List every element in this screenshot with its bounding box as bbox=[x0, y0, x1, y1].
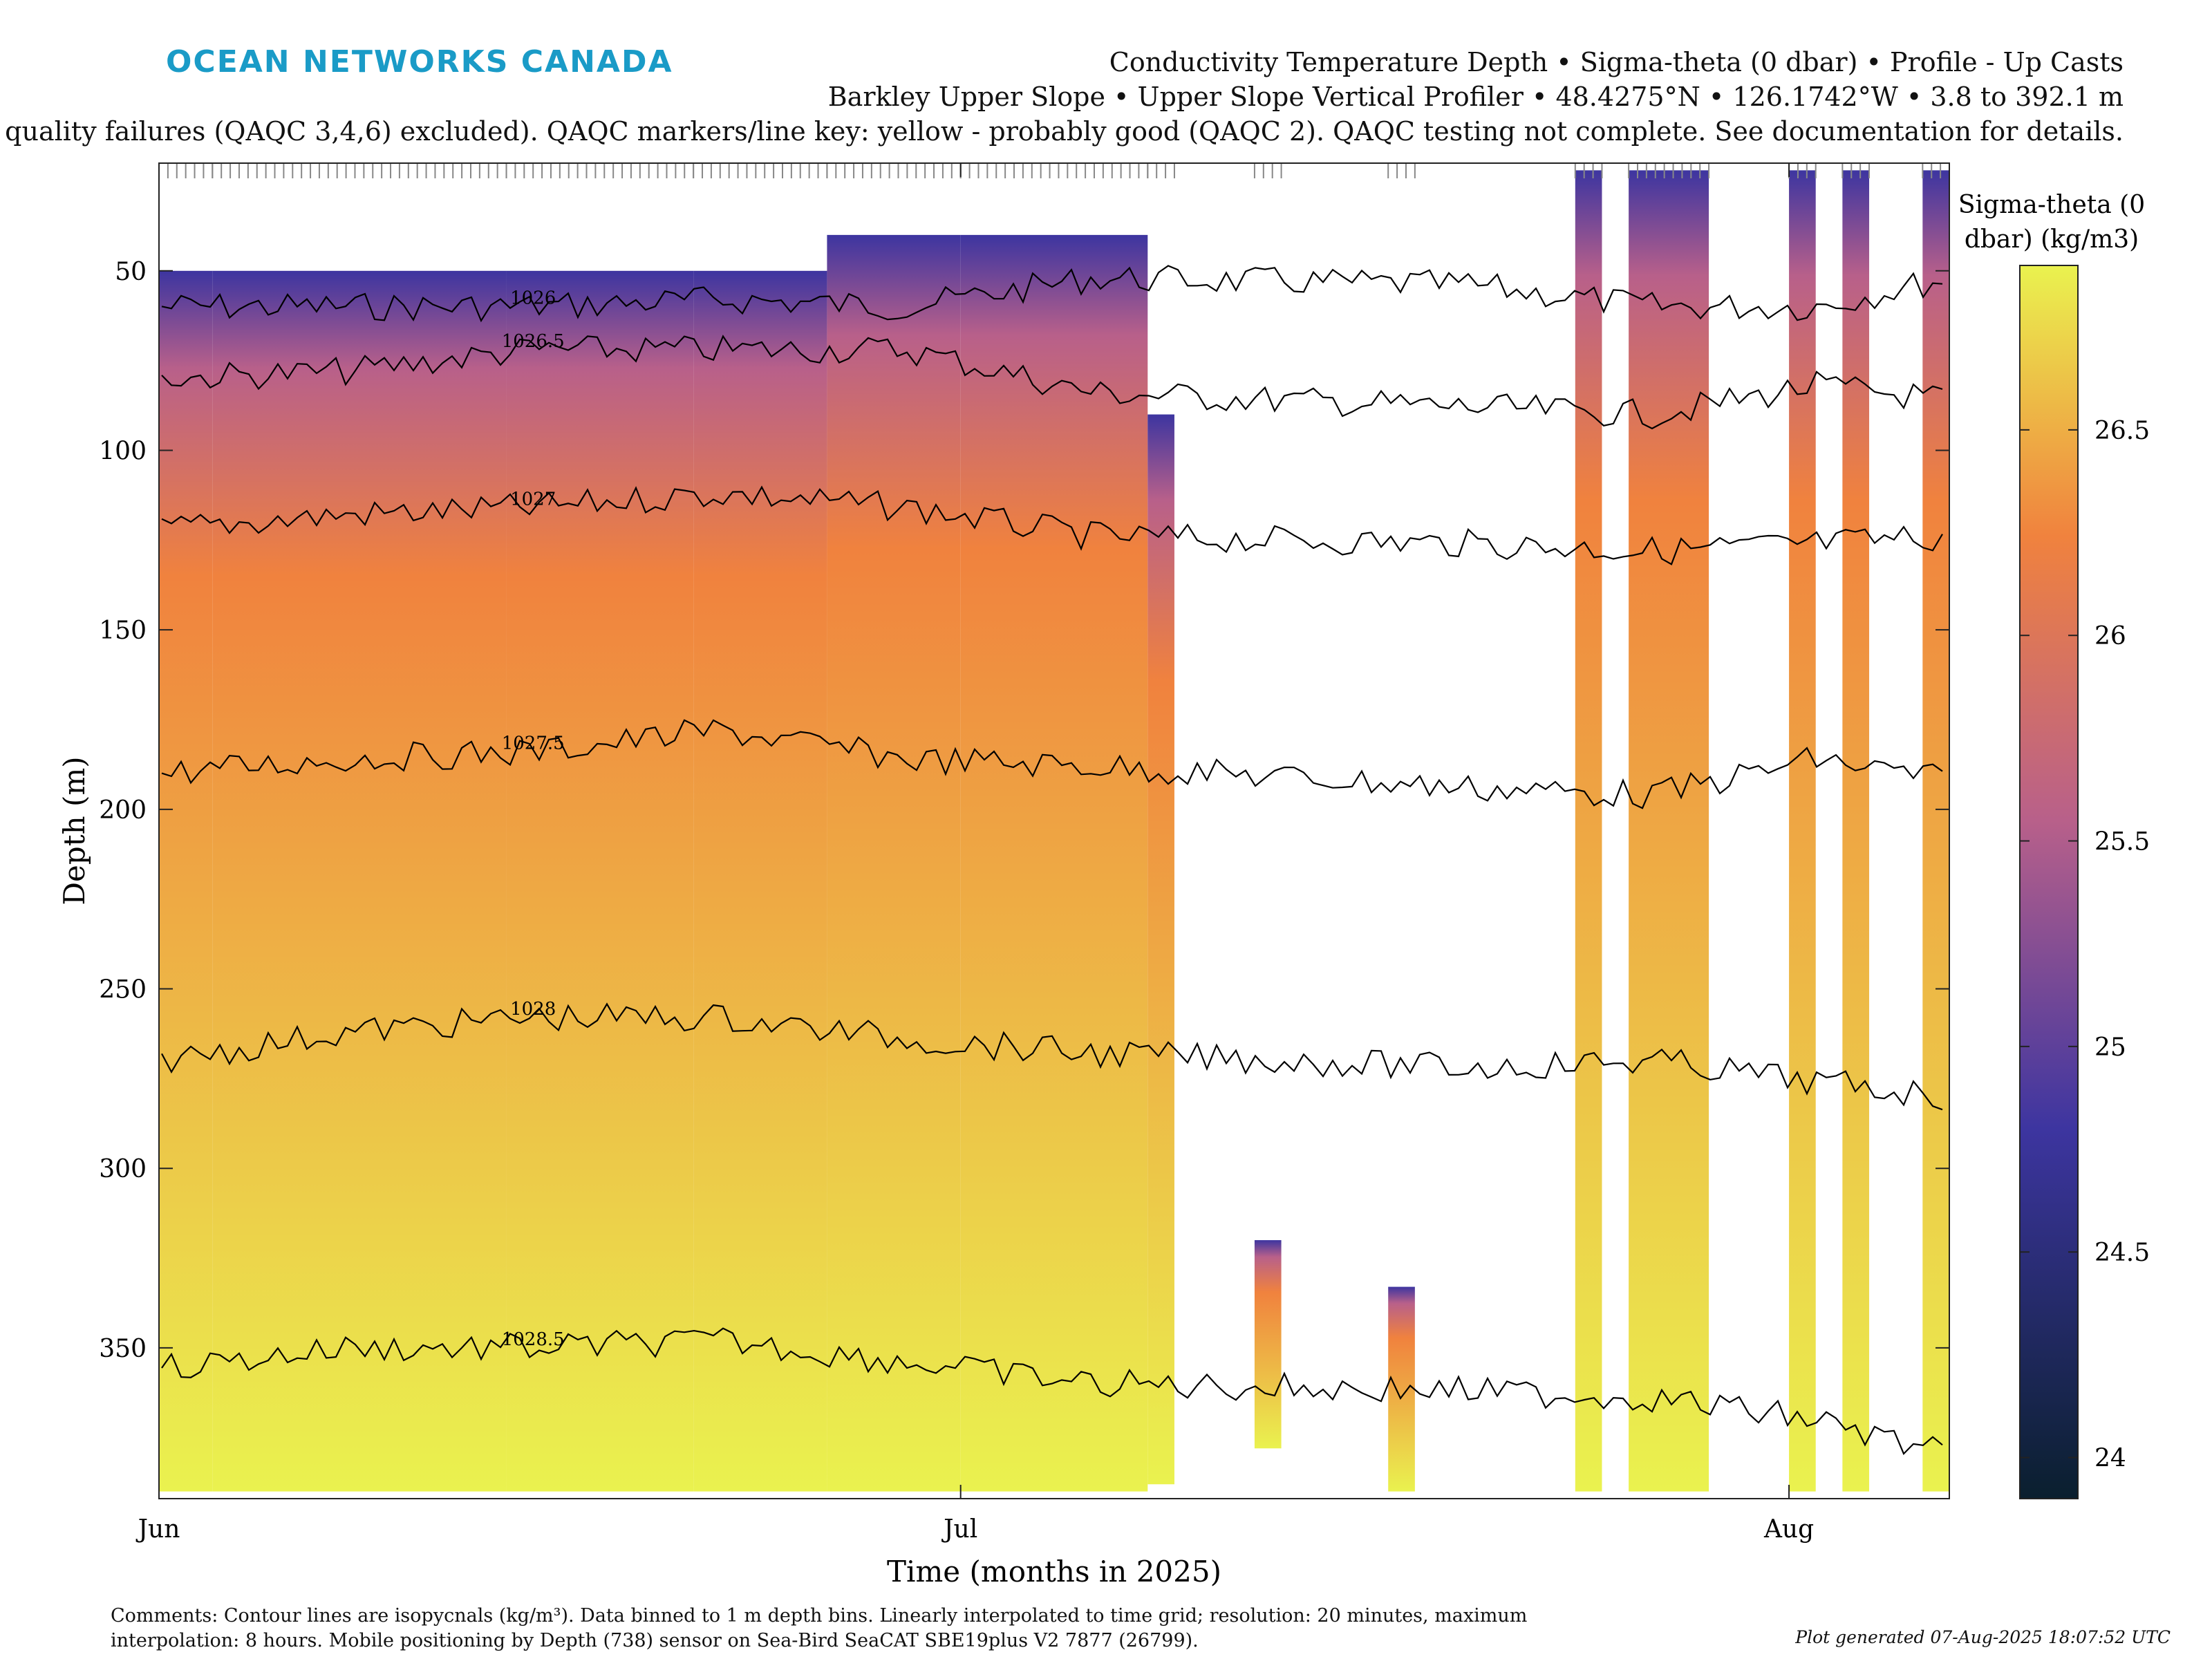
data-segment bbox=[1789, 170, 1816, 1492]
y-tick-label: 300 bbox=[99, 1155, 147, 1183]
comments-line-2: interpolation: 8 hours. Mobile positioni… bbox=[111, 1630, 1199, 1651]
colorbar-tick-label: 26 bbox=[2094, 622, 2126, 650]
x-tick-label: Jun bbox=[135, 1515, 180, 1544]
data-segment bbox=[827, 234, 961, 1492]
data-segment bbox=[1922, 170, 1949, 1492]
y-axis-label: Depth (m) bbox=[57, 756, 91, 905]
contour-line bbox=[161, 1002, 1943, 1111]
y-tick-label: 200 bbox=[99, 796, 147, 825]
contour-label: 1027 bbox=[510, 489, 556, 510]
data-segments bbox=[159, 170, 1949, 1492]
sigma-theta-chart: 1026 1026.5 1027 1027.5 1028 1028.5 50 100 150 2… bbox=[57, 162, 2150, 1588]
plot-generated-timestamp: Plot generated 07-Aug-2025 18:07:52 UTC bbox=[1795, 1627, 2171, 1647]
isopycnal-contours: 1026 1026.5 1027 1027.5 1028 1028.5 bbox=[161, 265, 1943, 1456]
y-tick-label: 350 bbox=[99, 1335, 147, 1363]
contour-line bbox=[161, 265, 1943, 323]
data-segment bbox=[1575, 170, 1602, 1492]
contour-line bbox=[161, 719, 1943, 809]
contour-line bbox=[161, 335, 1943, 430]
comments: Comments: Contour lines are isopycnals (… bbox=[111, 1604, 1700, 1653]
colorbar-label-line-2: dbar) (kg/m3) bbox=[1965, 225, 2139, 254]
data-segment bbox=[1388, 1286, 1415, 1492]
x-tick-label: Jul bbox=[941, 1515, 977, 1544]
axes: 50 100 150 200 250 300 350 Jun Jul Aug bbox=[99, 163, 1949, 1544]
colorbar-label-line-1: Sigma-theta (0 bbox=[1958, 191, 2145, 219]
qaqc-markers bbox=[158, 163, 1950, 178]
colorbar-tick-label: 25 bbox=[2094, 1033, 2126, 1062]
data-segment bbox=[693, 270, 827, 1492]
plot-frame bbox=[158, 162, 1950, 1499]
y-tick-label: 150 bbox=[99, 617, 147, 645]
contour-label: 1028 bbox=[510, 999, 556, 1020]
colorbar-tick-label: 26.5 bbox=[2094, 417, 2150, 445]
x-axis-label: Time (months in 2025) bbox=[887, 1555, 1221, 1588]
contour-label: 1028.5 bbox=[502, 1329, 565, 1350]
contour-label: 1026.5 bbox=[502, 331, 565, 352]
contour-label: 1026 bbox=[510, 288, 556, 309]
data-segment bbox=[1147, 414, 1174, 1485]
contour-line bbox=[161, 1327, 1943, 1456]
comments-line-1: Comments: Contour lines are isopycnals (… bbox=[111, 1605, 1528, 1627]
contour-label: 1027.5 bbox=[502, 733, 565, 754]
chart-title-line-3: or quality failures (QAQC 3,4,6) exclude… bbox=[0, 116, 2124, 147]
y-tick-label: 100 bbox=[99, 437, 147, 465]
chart-title-line-1: Conductivity Temperature Depth • Sigma-t… bbox=[1109, 47, 2124, 77]
chart-title-line-2: Barkley Upper Slope • Upper Slope Vertic… bbox=[827, 82, 2124, 112]
colorbar-tick-label: 25.5 bbox=[2094, 828, 2150, 856]
y-tick-label: 250 bbox=[99, 976, 147, 1004]
colorbar bbox=[2019, 265, 2079, 1499]
data-segment bbox=[1254, 1240, 1282, 1449]
onc-logo: OCEAN NETWORKS CANADA bbox=[166, 44, 673, 79]
data-segment bbox=[960, 234, 1148, 1492]
data-segment bbox=[212, 270, 507, 1492]
colorbar-ticks: 24 24.5 25 25.5 26 26.5 bbox=[2020, 417, 2150, 1473]
data-segment bbox=[159, 270, 213, 1492]
data-segment bbox=[1842, 170, 1870, 1492]
x-tick-label: Aug bbox=[1763, 1515, 1814, 1544]
data-segment bbox=[1629, 170, 1709, 1492]
data-segment bbox=[506, 270, 694, 1492]
colorbar-tick-label: 24 bbox=[2094, 1445, 2126, 1473]
y-tick-label: 50 bbox=[115, 258, 147, 286]
contour-line bbox=[161, 485, 1943, 565]
colorbar-tick-label: 24.5 bbox=[2094, 1239, 2150, 1267]
